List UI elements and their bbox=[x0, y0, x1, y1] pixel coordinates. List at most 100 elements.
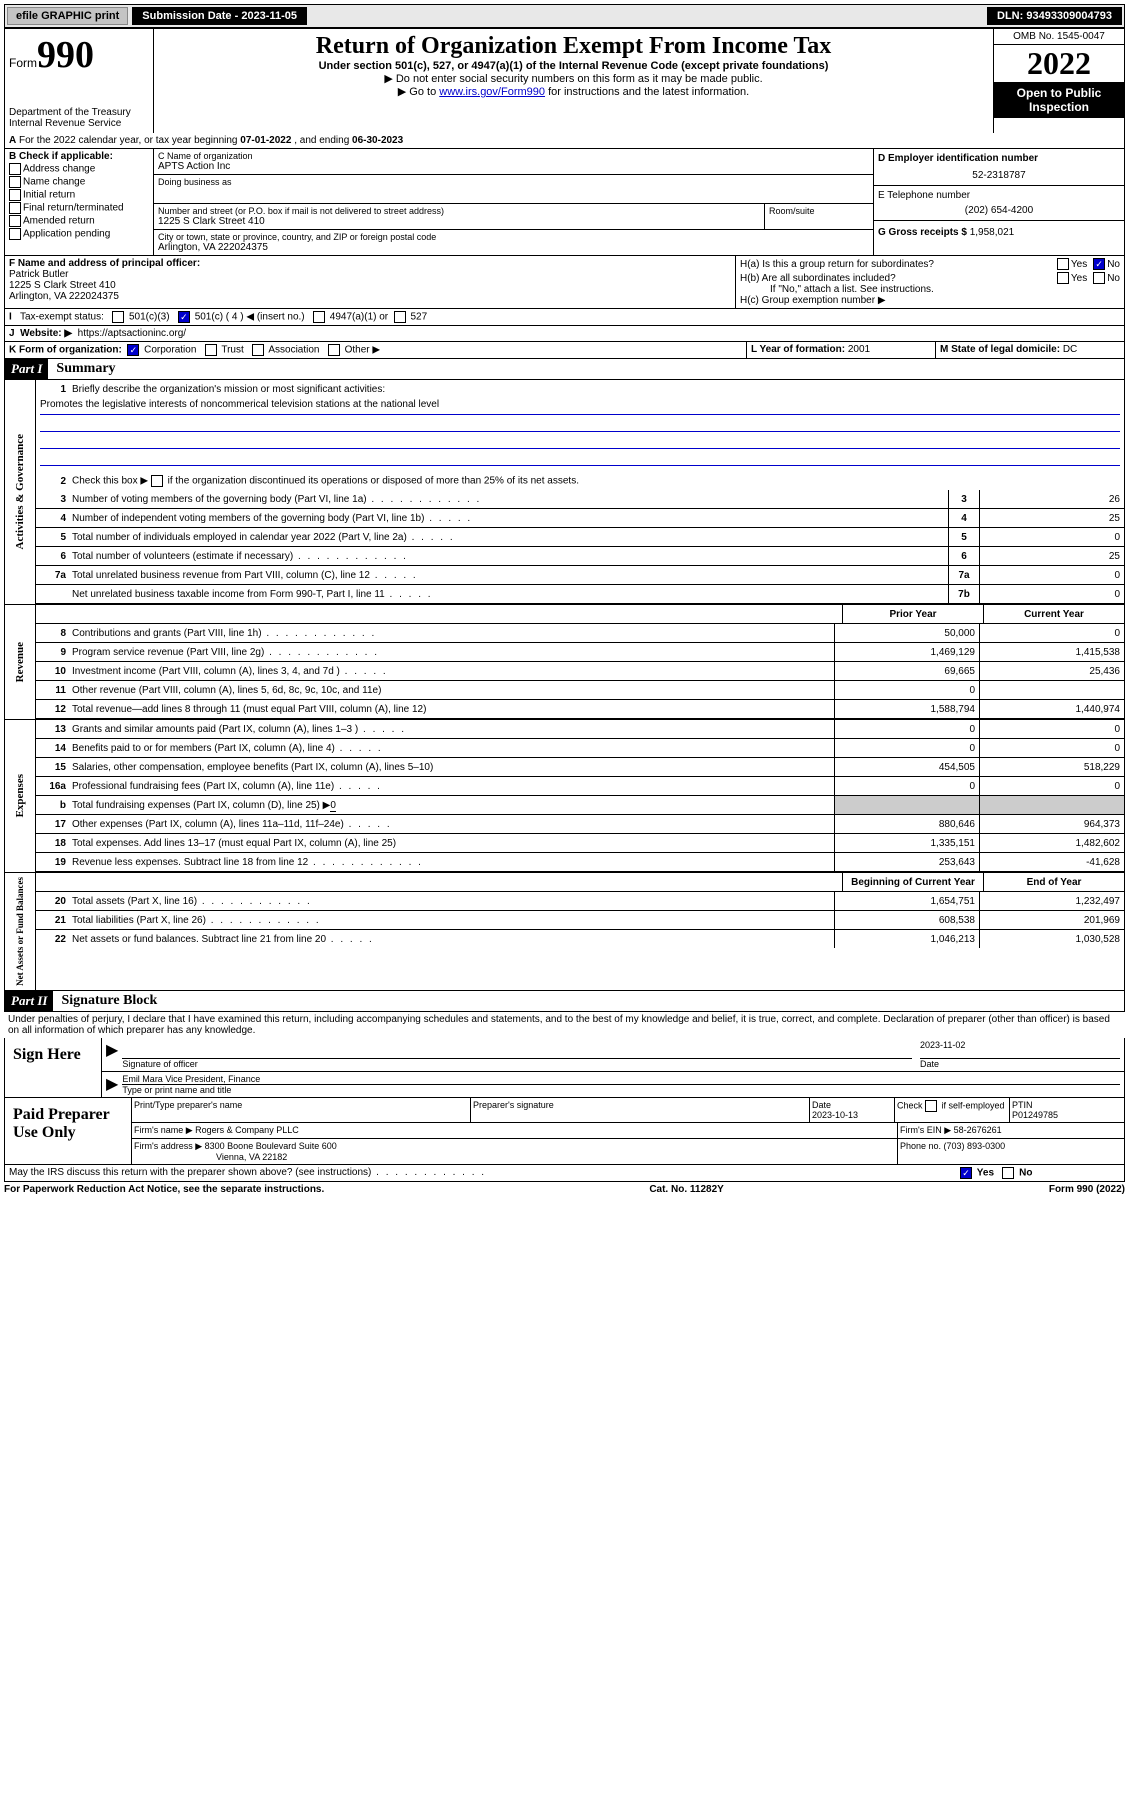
cb-trust[interactable] bbox=[205, 344, 217, 356]
l8-prior: 50,000 bbox=[834, 624, 979, 642]
sig-date-label: Date bbox=[920, 1059, 1120, 1069]
cb-name-change[interactable] bbox=[9, 176, 21, 188]
l16a-num: 16a bbox=[36, 781, 72, 792]
l22-current: 1,030,528 bbox=[979, 930, 1124, 948]
lbl-may-irs-yes: Yes bbox=[977, 1167, 994, 1178]
section-i-label: I bbox=[9, 312, 12, 323]
part1-title: Summary bbox=[48, 359, 123, 379]
cb-ha-no[interactable] bbox=[1093, 258, 1105, 270]
l6-desc: Total number of volunteers (estimate if … bbox=[72, 550, 948, 563]
l4-box: 4 bbox=[948, 509, 979, 527]
dept-label: Department of the Treasury bbox=[9, 107, 149, 118]
lbl-no-ha: No bbox=[1107, 259, 1120, 270]
cb-discontinued[interactable] bbox=[151, 475, 163, 487]
cb-final-return[interactable] bbox=[9, 202, 21, 214]
l12-prior: 1,588,794 bbox=[834, 700, 979, 718]
cb-other[interactable] bbox=[328, 344, 340, 356]
l20-desc: Total assets (Part X, line 16) bbox=[72, 895, 834, 908]
top-toolbar: efile GRAPHIC print Submission Date - 20… bbox=[4, 4, 1125, 28]
section-k-label: K Form of organization: bbox=[9, 345, 122, 356]
hc-label: H(c) Group exemption number ▶ bbox=[740, 295, 1120, 306]
irs-label: Internal Revenue Service bbox=[9, 118, 149, 129]
l7b-desc: Net unrelated business taxable income fr… bbox=[72, 588, 948, 601]
mission-blank3 bbox=[40, 449, 1120, 466]
l4-num: 4 bbox=[36, 513, 72, 524]
l11-num: 11 bbox=[36, 685, 72, 696]
net-assets-section: Net Assets or Fund Balances Beginning of… bbox=[4, 872, 1125, 991]
part2-title: Signature Block bbox=[53, 991, 165, 1011]
part2-header-row: Part II Signature Block bbox=[4, 991, 1125, 1012]
cb-application-pending[interactable] bbox=[9, 228, 21, 240]
cb-corporation[interactable] bbox=[127, 344, 139, 356]
paid-preparer-label: Paid Preparer Use Only bbox=[5, 1098, 131, 1164]
city-label: City or town, state or province, country… bbox=[158, 232, 869, 242]
l10-num: 10 bbox=[36, 666, 72, 677]
org-name-label: C Name of organization bbox=[158, 151, 869, 161]
form-title: Return of Organization Exempt From Incom… bbox=[158, 33, 989, 60]
form-number: 990 bbox=[37, 34, 94, 76]
cb-amended-return[interactable] bbox=[9, 215, 21, 227]
prep-sig-label: Preparer's signature bbox=[471, 1098, 810, 1122]
l20-current: 1,232,497 bbox=[979, 892, 1124, 910]
cb-ha-yes[interactable] bbox=[1057, 258, 1069, 270]
l7a-box: 7a bbox=[948, 566, 979, 584]
l14-num: 14 bbox=[36, 743, 72, 754]
l5-box: 5 bbox=[948, 528, 979, 546]
irs-link[interactable]: www.irs.gov/Form990 bbox=[439, 86, 545, 98]
gov-side-label: Activities & Governance bbox=[12, 430, 28, 553]
l7a-desc: Total unrelated business revenue from Pa… bbox=[72, 569, 948, 582]
lbl-501c3: 501(c)(3) bbox=[129, 312, 170, 323]
lbl-527: 527 bbox=[410, 312, 427, 323]
section-a-label: A bbox=[9, 135, 16, 146]
cb-527[interactable] bbox=[394, 311, 406, 323]
cb-501c3[interactable] bbox=[112, 311, 124, 323]
klm-row: K Form of organization: Corporation Trus… bbox=[4, 342, 1125, 359]
cb-self-employed[interactable] bbox=[925, 1100, 937, 1112]
firm-addr2-value: Vienna, VA 22182 bbox=[216, 1152, 895, 1162]
lbl-final-return: Final return/terminated bbox=[23, 203, 124, 214]
l22-prior: 1,046,213 bbox=[834, 930, 979, 948]
section-b: B Check if applicable: Address change Na… bbox=[5, 149, 154, 255]
l16a-current: 0 bbox=[979, 777, 1124, 795]
l18-current: 1,482,602 bbox=[979, 834, 1124, 852]
q2-text: Check this box ▶ if the organization dis… bbox=[72, 474, 1124, 488]
officer-printed-name: Emil Mara Vice President, Finance bbox=[122, 1074, 1120, 1085]
sign-here-label: Sign Here bbox=[5, 1038, 101, 1097]
cb-4947[interactable] bbox=[313, 311, 325, 323]
l6-val: 25 bbox=[979, 547, 1124, 565]
ein-value: 52-2318787 bbox=[878, 170, 1120, 181]
footer-left: For Paperwork Reduction Act Notice, see … bbox=[4, 1184, 324, 1195]
lbl-other: Other ▶ bbox=[345, 345, 380, 356]
firm-name-value: Rogers & Company PLLC bbox=[195, 1125, 299, 1135]
l7b-box: 7b bbox=[948, 585, 979, 603]
cb-initial-return[interactable] bbox=[9, 189, 21, 201]
efile-print-button[interactable]: efile GRAPHIC print bbox=[7, 7, 128, 25]
exp-side-label: Expenses bbox=[12, 770, 28, 821]
cb-address-change[interactable] bbox=[9, 163, 21, 175]
check-self-employed: Check if self-employed bbox=[895, 1098, 1010, 1122]
lbl-yes-hb: Yes bbox=[1071, 273, 1087, 284]
cb-hb-yes[interactable] bbox=[1057, 272, 1069, 284]
cb-may-irs-yes[interactable] bbox=[960, 1167, 972, 1179]
section-a-row: A For the 2022 calendar year, or tax yea… bbox=[4, 133, 1125, 149]
l8-desc: Contributions and grants (Part VIII, lin… bbox=[72, 627, 834, 640]
cb-501c[interactable] bbox=[178, 311, 190, 323]
form-title-box: Return of Organization Exempt From Incom… bbox=[154, 29, 993, 133]
l20-prior: 1,654,751 bbox=[834, 892, 979, 910]
l18-num: 18 bbox=[36, 838, 72, 849]
lbl-trust: Trust bbox=[221, 345, 243, 356]
section-i-row: I Tax-exempt status: 501(c)(3) 501(c) ( … bbox=[4, 309, 1125, 326]
l4-val: 25 bbox=[979, 509, 1124, 527]
lbl-initial-return: Initial return bbox=[23, 190, 75, 201]
officer-addr1: 1225 S Clark Street 410 bbox=[9, 280, 731, 291]
tax-year-begin: 07-01-2022 bbox=[240, 135, 291, 146]
part1-badge: Part I bbox=[5, 359, 48, 379]
cb-hb-no[interactable] bbox=[1093, 272, 1105, 284]
prep-date-label: Date bbox=[812, 1100, 892, 1110]
cb-association[interactable] bbox=[252, 344, 264, 356]
l9-num: 9 bbox=[36, 647, 72, 658]
cb-may-irs-no[interactable] bbox=[1002, 1167, 1014, 1179]
street-label: Number and street (or P.O. box if mail i… bbox=[158, 206, 760, 216]
l10-current: 25,436 bbox=[979, 662, 1124, 680]
l13-current: 0 bbox=[979, 720, 1124, 738]
